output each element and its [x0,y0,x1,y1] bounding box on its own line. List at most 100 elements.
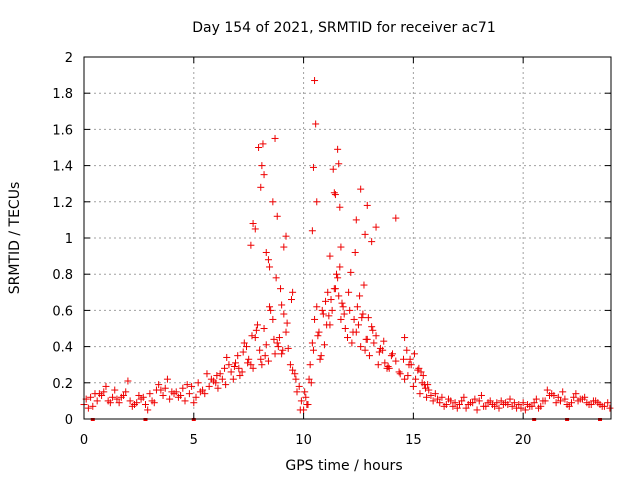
data-point [356,292,364,300]
x-tick-label: 15 [405,433,422,448]
data-point [449,402,457,410]
data-point [313,303,321,311]
data-point [115,399,123,407]
data-point [223,353,231,361]
data-point [336,203,344,211]
data-point [519,399,527,407]
data-point [283,319,291,327]
data-point [278,350,286,358]
data-point [306,361,314,369]
data-point [225,361,233,369]
data-point [278,301,286,309]
data-point [458,397,466,405]
data-point [253,321,261,329]
data-point [495,404,503,412]
data-point [259,140,267,148]
y-tick-label: 0.8 [52,268,73,283]
data-point [401,334,409,342]
data-point [417,368,425,376]
data-point [404,372,412,380]
data-point [264,357,272,365]
data-point [196,388,204,396]
data-point [403,346,411,354]
data-point [303,401,311,409]
data-point [236,372,244,380]
data-point [84,404,92,412]
data-point [269,315,277,323]
data-point [357,343,365,351]
data-point [230,363,238,371]
data-point [150,399,158,407]
data-point [543,386,551,394]
data-point [521,406,529,414]
data-point [124,377,132,385]
data-point [364,314,372,322]
data-point [421,384,429,392]
data-point [427,391,435,399]
data-point [337,243,345,251]
data-point [338,299,346,307]
data-point [291,370,299,378]
data-point [341,325,349,332]
data-point [109,393,117,401]
data-point [316,355,324,363]
data-point [227,368,235,376]
data-point [387,352,395,360]
data-point [515,401,523,409]
data-point [346,306,354,314]
data-point [247,361,255,369]
data-point [598,402,606,410]
data-point [258,361,266,369]
y-tick-label: 1.2 [52,196,73,211]
data-point [234,352,242,360]
data-point [412,375,420,383]
data-point [309,163,317,171]
data-point [526,402,534,410]
data-point [249,220,257,228]
data-point [312,120,320,128]
data-point [392,214,400,222]
data-point [159,391,167,399]
data-point [455,401,463,409]
data-point [491,402,499,410]
data-point [337,315,345,323]
data-point [326,252,334,260]
data-point [345,288,353,296]
data-point [331,191,339,199]
data-point [183,381,191,389]
data-point [585,401,593,409]
data-point [242,343,250,351]
data-point [104,397,112,405]
data-point [222,381,230,389]
data-point [247,241,255,249]
data-point [280,243,288,251]
data-point [330,189,338,197]
y-tick-label: 1.4 [52,160,73,175]
data-point [131,401,139,409]
data-point [561,395,569,403]
data-point [216,370,224,378]
data-point [419,372,427,380]
y-tick-label: 0.6 [52,304,73,319]
data-point [460,393,468,401]
y-tick-label: 2 [65,51,73,66]
data-point [213,372,221,380]
data-point [315,328,323,336]
data-point [363,201,371,209]
data-point [423,393,431,401]
data-point [384,363,392,371]
data-point [284,344,292,352]
data-point [302,393,310,401]
data-point [395,368,403,376]
data-point [328,306,336,314]
data-point [530,399,538,407]
data-point [89,402,97,410]
data-point [309,346,317,354]
axis-ticks: 00.20.40.60.811.21.41.61.820 5 10 15 20 [52,51,611,448]
data-point [350,315,358,323]
data-point [258,162,266,170]
data-point [270,335,278,343]
data-point [293,388,301,396]
data-point [334,145,342,153]
